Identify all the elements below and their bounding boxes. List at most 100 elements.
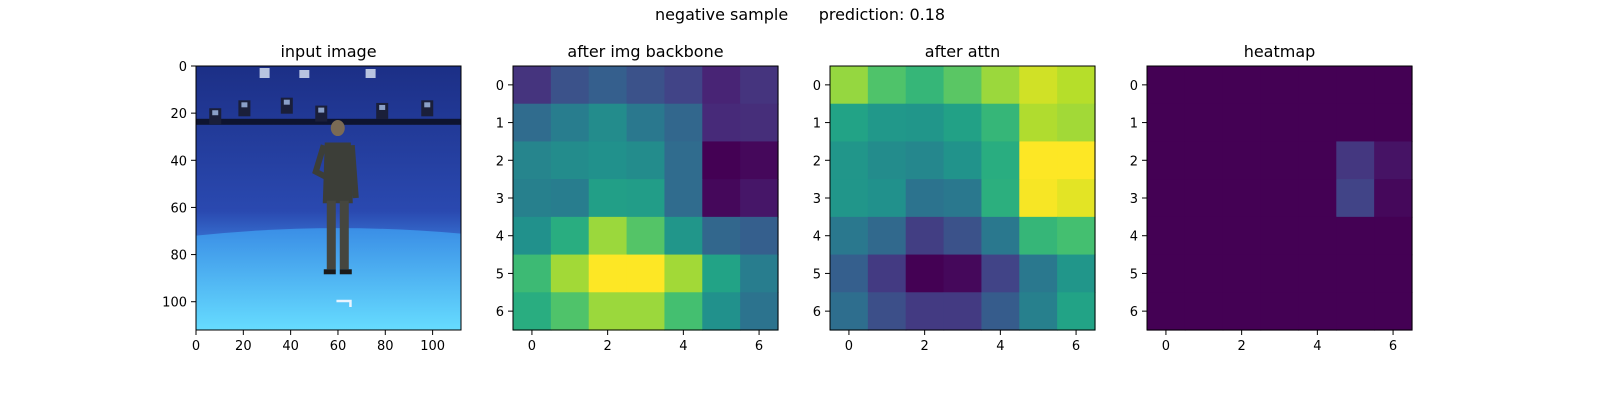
- light-fixture: [299, 70, 310, 78]
- heatmap-cell: [1222, 103, 1262, 143]
- x-tick-label: 0: [845, 339, 853, 354]
- heatmap-cell: [1019, 292, 1058, 331]
- heatmap-cell: [588, 254, 628, 293]
- x-tick-label: 0: [1162, 339, 1170, 354]
- heatmap-cell: [867, 103, 907, 143]
- heatmap-cell: [702, 141, 741, 180]
- heatmap-cell: [1336, 66, 1375, 105]
- camera-lens: [379, 104, 386, 110]
- heatmap-cell: [740, 216, 779, 256]
- subplot-title: heatmap: [1244, 42, 1316, 61]
- heatmap-cell: [626, 179, 666, 218]
- heatmap-cell: [1260, 179, 1300, 218]
- heatmap-cell: [905, 103, 945, 143]
- y-tick-label: 6: [813, 305, 821, 320]
- heatmap-cell: [664, 254, 703, 293]
- heatmap-cell: [513, 292, 552, 331]
- heatmap-cell: [1019, 216, 1058, 256]
- heatmap-cell: [740, 66, 779, 105]
- y-tick-label: 0: [179, 60, 187, 75]
- heatmap-cell: [588, 141, 628, 180]
- heatmap-cell: [550, 179, 590, 218]
- heatmap-cell: [943, 103, 983, 143]
- heatmap-cell: [1374, 179, 1413, 218]
- heatmap-cell: [905, 66, 945, 105]
- heatmap-cell: [550, 103, 590, 143]
- heatmap-cell: [626, 216, 666, 256]
- heatmap-cell: [1336, 179, 1375, 218]
- heatmap-cell: [830, 103, 869, 143]
- y-tick-label: 1: [1130, 117, 1138, 132]
- heatmap-cell: [905, 179, 945, 218]
- panel-3: after attn 0 2 4 6 0 1 2 3 4 5 6: [813, 42, 1096, 354]
- heatmap-cell: [550, 292, 590, 331]
- heatmap-cell: [1222, 216, 1262, 256]
- x-tick-label: 60: [330, 339, 347, 354]
- heatmap-cell: [1147, 292, 1186, 331]
- heatmap-cell: [1374, 216, 1413, 256]
- heatmap-cell: [702, 254, 741, 293]
- y-tick-label: 80: [170, 249, 187, 264]
- heatmap-cell: [664, 141, 703, 180]
- x-tick-label: 2: [921, 339, 929, 354]
- heatmap-cell: [513, 141, 552, 180]
- heatmap-cell: [1019, 141, 1058, 180]
- heatmap-cell: [1147, 66, 1186, 105]
- person-torso: [322, 142, 353, 204]
- heatmap-cell: [588, 292, 628, 331]
- subplot-title: after attn: [925, 42, 1000, 61]
- heatmap-cell: [1298, 292, 1337, 331]
- heatmap-cell: [1260, 216, 1300, 256]
- heatmap-cell: [550, 66, 590, 105]
- camera-lens: [318, 107, 325, 113]
- input-photo: [196, 66, 461, 330]
- heatmap-cell: [1298, 179, 1337, 218]
- heatmap-cell: [740, 254, 779, 293]
- heatmap-cell: [1336, 216, 1375, 256]
- x-tick-label: 4: [679, 339, 687, 354]
- heatmap-cell: [1184, 254, 1224, 293]
- y-tick-label: 0: [813, 79, 821, 94]
- heatmap-cell: [513, 254, 552, 293]
- heatmap-cell: [981, 216, 1020, 256]
- heatmap-cell: [943, 254, 983, 293]
- heatmap-cell: [1019, 254, 1058, 293]
- x-tick-label: 80: [377, 339, 394, 354]
- heatmap-cell: [981, 292, 1020, 331]
- heatmap-cell: [740, 103, 779, 143]
- heatmap-cell: [1057, 292, 1096, 331]
- heatmap-cell: [626, 103, 666, 143]
- heatmap-cell: [740, 141, 779, 180]
- y-tick-label: 0: [1130, 79, 1138, 94]
- subplot-title: after img backbone: [567, 42, 723, 61]
- heatmap-cell: [664, 292, 703, 331]
- y-tick-label: 20: [170, 107, 187, 122]
- subplot-title: input image: [280, 42, 376, 61]
- y-tick-label: 3: [1130, 192, 1138, 207]
- y-tick-label: 40: [170, 154, 187, 169]
- heatmap-cell: [740, 292, 779, 331]
- heatmap-cell: [550, 141, 590, 180]
- heatmap-cell: [905, 254, 945, 293]
- y-tick-label: 1: [496, 117, 504, 132]
- x-tick-label: 20: [235, 339, 252, 354]
- heatmap-cell: [513, 179, 552, 218]
- heatmap-cell: [830, 141, 869, 180]
- heatmap-cell: [905, 216, 945, 256]
- rig-bar: [196, 118, 461, 125]
- heatmap-cell: [702, 179, 741, 218]
- heatmap-cell: [1260, 254, 1300, 293]
- heatmap-cell: [943, 216, 983, 256]
- x-tick-label: 2: [604, 339, 612, 354]
- y-tick-label: 60: [170, 201, 187, 216]
- y-tick-label: 4: [813, 230, 821, 245]
- heatmap-cell: [1147, 141, 1186, 180]
- heatmap-cell: [740, 179, 779, 218]
- person-arm: [312, 144, 328, 180]
- heatmap-cell: [830, 254, 869, 293]
- heatmap-cell: [943, 292, 983, 331]
- floor-marker: [336, 299, 352, 307]
- person-shoe: [323, 269, 336, 275]
- camera-lens: [283, 99, 290, 105]
